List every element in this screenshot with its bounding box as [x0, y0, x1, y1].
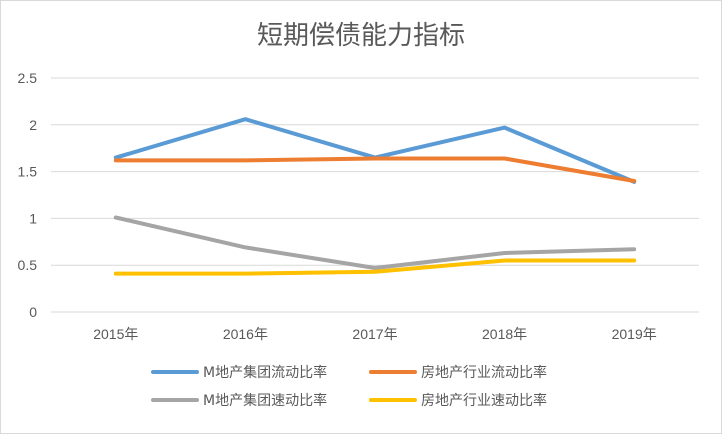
x-tick-label: 2016年 [223, 326, 268, 342]
y-tick-label: 1.5 [18, 164, 38, 180]
x-tick-label: 2015年 [93, 326, 138, 342]
legend-label: M地产集团流动比率 [203, 364, 327, 381]
y-tick-label: 1 [29, 210, 37, 226]
y-tick-label: 2.5 [18, 70, 38, 86]
legend-label: 房地产行业速动比率 [421, 392, 547, 409]
series-line-1 [113, 156, 637, 183]
y-axis-ticks: 0 0.5 1 1.5 2 2.5 [18, 70, 38, 320]
y-tick-label: 2 [29, 117, 37, 133]
x-tick-label: 2019年 [612, 326, 657, 342]
series-line-2 [113, 215, 637, 270]
legend: M地产集团流动比率 房地产行业流动比率 M地产集团速动比率 房地产行业速动比率 [151, 364, 547, 409]
chart-title: 短期偿债能力指标 [257, 21, 465, 51]
y-tick-label: 0.5 [18, 257, 38, 273]
gridlines [51, 77, 699, 313]
series-line-3 [113, 258, 637, 276]
x-tick-label: 2018年 [482, 326, 527, 342]
x-tick-label: 2017年 [352, 326, 397, 342]
series-lines [113, 117, 637, 276]
legend-label: M地产集团速动比率 [203, 392, 327, 409]
series-line-0 [113, 117, 637, 184]
legend-label: 房地产行业流动比率 [421, 364, 547, 381]
y-tick-label: 0 [29, 304, 37, 320]
x-axis-ticks: 2015年 2016年 2017年 2018年 2019年 [93, 326, 657, 342]
